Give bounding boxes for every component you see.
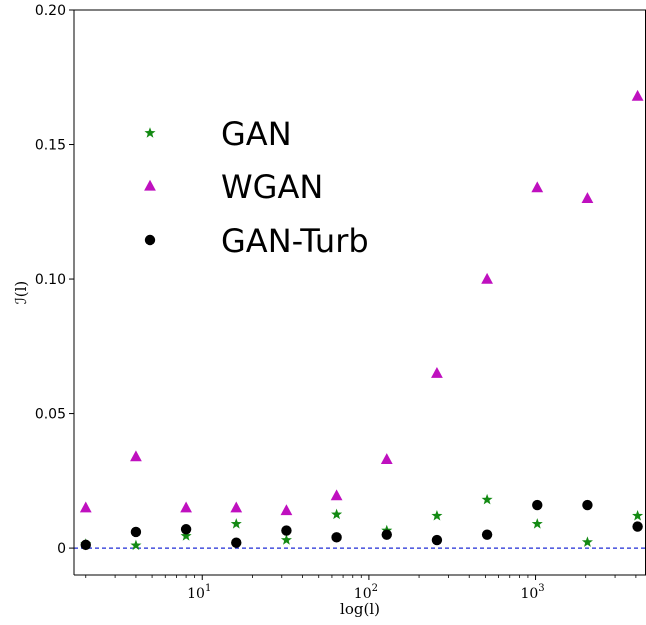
data-point-gan-turb xyxy=(381,529,392,540)
data-point-wgan xyxy=(481,272,493,284)
legend-marker-wgan xyxy=(144,179,156,191)
data-point-gan-turb xyxy=(180,524,192,535)
legend: GAN WGAN GAN-Turb xyxy=(144,115,369,260)
data-point-wgan xyxy=(581,192,594,203)
data-point-gan xyxy=(280,534,292,545)
legend-label-wgan: WGAN xyxy=(221,168,323,206)
series-wgan xyxy=(79,89,644,516)
y-tick-label: 0.10 xyxy=(35,272,66,288)
data-point-gan xyxy=(180,530,192,541)
data-point-gan-turb xyxy=(532,499,543,511)
data-point-gan-turb xyxy=(632,521,643,532)
data-marks xyxy=(79,89,644,551)
legend-label-gan-turb: GAN-Turb xyxy=(221,222,369,260)
data-point-gan-turb xyxy=(331,532,342,543)
data-point-gan-turb xyxy=(231,537,242,548)
data-point-gan-turb xyxy=(281,525,292,536)
x-tick-label: 103 xyxy=(520,583,544,602)
data-point-gan-turb xyxy=(80,539,91,551)
data-point-gan-turb xyxy=(582,499,593,511)
y-tick-label: 0 xyxy=(57,541,66,557)
data-point-wgan xyxy=(431,367,443,378)
y-axis-label: ℐ(l) xyxy=(12,281,30,305)
y-tick-label: 0.15 xyxy=(35,138,66,154)
x-tick-label: 101 xyxy=(187,583,211,602)
data-point-wgan xyxy=(130,450,142,462)
data-point-wgan xyxy=(180,501,192,513)
data-point-wgan xyxy=(79,501,92,513)
x-axis-label: log(l) xyxy=(340,600,380,618)
legend-marker-gan-turb xyxy=(144,234,156,246)
legend-label-gan: GAN xyxy=(221,115,292,153)
data-point-gan-turb xyxy=(481,529,493,540)
data-point-wgan xyxy=(531,181,544,193)
data-point-wgan xyxy=(380,453,393,464)
series-gan-turb xyxy=(80,499,643,551)
data-point-wgan xyxy=(280,504,293,516)
legend-marker-gan xyxy=(144,127,156,138)
data-point-gan xyxy=(331,508,343,520)
data-point-wgan xyxy=(230,501,243,513)
data-point-gan-turb xyxy=(130,526,142,538)
y-tick-label: 0.20 xyxy=(35,3,66,19)
data-point-gan xyxy=(230,518,242,529)
data-point-gan xyxy=(481,493,493,505)
y-tick-label: 0.05 xyxy=(35,407,66,423)
data-point-gan-turb xyxy=(431,534,443,546)
data-point-gan xyxy=(632,510,644,521)
data-point-wgan xyxy=(330,489,343,501)
data-point-gan xyxy=(581,536,593,547)
series-gan xyxy=(80,493,644,551)
data-point-gan xyxy=(130,539,142,551)
data-point-wgan xyxy=(631,89,644,101)
data-point-gan xyxy=(431,510,443,521)
data-point-gan xyxy=(531,518,543,529)
